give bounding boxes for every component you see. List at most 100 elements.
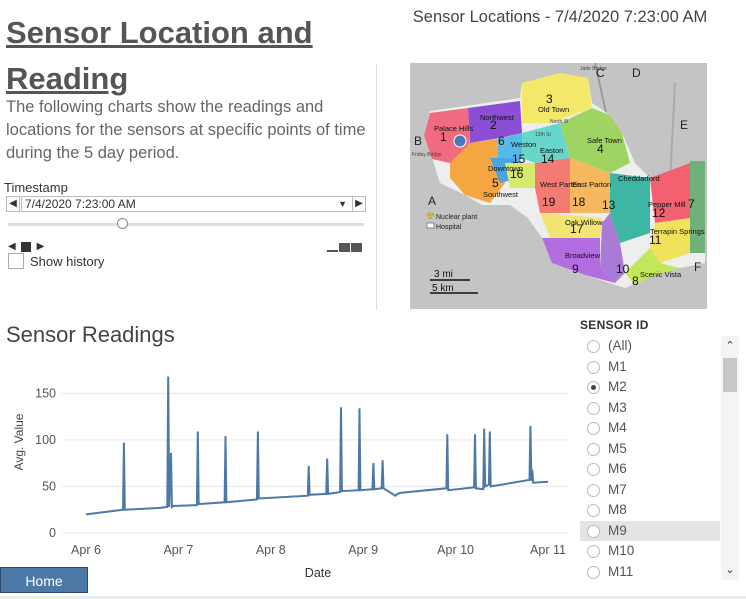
region-4-number: 4 xyxy=(597,142,604,156)
gate-e: E xyxy=(680,118,688,132)
hospital-label: Hospital xyxy=(436,224,462,231)
sensor-option-label: M1 xyxy=(608,358,627,374)
sensor-list-scrollbar[interactable]: ⌃ ⌄ xyxy=(721,336,739,580)
scrollbar-thumb[interactable] xyxy=(723,358,737,392)
region-12-number: 12 xyxy=(652,206,666,220)
home-button[interactable]: Home xyxy=(0,567,88,593)
timestamp-label: Timestamp xyxy=(4,180,68,195)
sensor-option[interactable]: (All) xyxy=(580,336,720,357)
scale-miles: 3 mi xyxy=(434,269,453,280)
sensor-option-label: M8 xyxy=(608,502,627,517)
radio-button[interactable] xyxy=(587,442,600,456)
region-east-parton[interactable] xyxy=(570,158,610,213)
region-broadview[interactable] xyxy=(542,238,615,283)
region-13-name: Cheddarford xyxy=(618,174,660,183)
sensor-filter-list: (All) M1 M2 M3 M4 M5 M6 M7 M8 M9 M10 M11 xyxy=(580,336,720,580)
region-northwest[interactable] xyxy=(468,101,522,143)
radio-button[interactable] xyxy=(587,483,600,497)
radio-button[interactable] xyxy=(587,504,600,517)
region-19-number: 19 xyxy=(542,195,556,209)
region-southton[interactable] xyxy=(505,163,535,188)
playback-controls: ◀ ▶ xyxy=(8,238,45,253)
region-scenic-vista[interactable] xyxy=(625,248,680,285)
speed-medium-icon[interactable] xyxy=(339,243,350,252)
step-forward-icon[interactable]: ▶ xyxy=(36,241,45,253)
x-tick-label: Apr 8 xyxy=(256,543,286,557)
next-timestamp-button[interactable]: ▶ xyxy=(352,196,366,212)
show-history-label: Show history xyxy=(30,254,105,269)
region-12-name: Pepper Mill xyxy=(648,200,686,209)
show-history-checkbox[interactable] xyxy=(8,253,24,269)
region-easton[interactable] xyxy=(522,123,570,163)
x-axis-ticks: Apr 6 Apr 7 Apr 8 Apr 9 Apr 10 Apr 11 xyxy=(71,543,566,557)
radio-button[interactable] xyxy=(587,463,600,476)
sensor-option[interactable]: M6 xyxy=(580,459,720,480)
sensor-option[interactable]: M9 xyxy=(580,520,720,541)
sensor-option-label: M3 xyxy=(608,399,627,415)
footer-divider xyxy=(0,596,746,599)
region-southwest[interactable] xyxy=(450,139,505,203)
region-weston[interactable] xyxy=(498,133,522,163)
nuclear-plant-label: Nuclear plant xyxy=(436,214,477,221)
y-tick-label: 150 xyxy=(35,386,56,400)
sensor-option[interactable]: M1 xyxy=(580,357,720,378)
region-16-number: 16 xyxy=(510,167,524,181)
region-wilson-forest[interactable] xyxy=(690,161,705,253)
region-chapparal[interactable] xyxy=(600,213,625,283)
radio-button[interactable] xyxy=(587,545,600,558)
radio-button[interactable] xyxy=(587,524,600,538)
sensor-option[interactable]: M5 xyxy=(580,439,720,460)
region-old-town[interactable] xyxy=(522,73,592,123)
x-tick-label: Apr 7 xyxy=(163,543,193,557)
sensor-option[interactable]: M11 xyxy=(580,562,720,581)
road-label-top: Jade Bridge xyxy=(580,66,607,72)
sensor-option[interactable]: M10 xyxy=(580,541,720,562)
sensor-option[interactable]: M3 xyxy=(580,398,720,419)
pause-icon[interactable] xyxy=(21,241,32,252)
sensor-option[interactable]: M2 xyxy=(580,377,720,398)
timestamp-value: 7/4/2020 7:23:00 AM xyxy=(25,197,136,211)
sensor-option[interactable]: M8 xyxy=(580,500,720,521)
timestamp-dropdown[interactable]: 7/4/2020 7:23:00 AM ▼ xyxy=(21,196,354,212)
radio-button[interactable] xyxy=(587,401,600,415)
road-line xyxy=(669,82,676,184)
region-cheddarford[interactable] xyxy=(610,173,650,243)
step-back-icon[interactable]: ◀ xyxy=(8,241,16,253)
gate-a: A xyxy=(428,194,436,208)
playback-speed-toggle[interactable] xyxy=(327,239,364,252)
hospital-icon xyxy=(426,222,435,229)
series-line[interactable] xyxy=(85,376,549,516)
radio-button[interactable] xyxy=(587,565,600,579)
sensor-option[interactable]: M7 xyxy=(580,480,720,501)
region-11-name: Terrapin Springs xyxy=(650,227,705,236)
sensor-option[interactable]: M4 xyxy=(580,418,720,439)
scroll-up-icon[interactable]: ⌃ xyxy=(725,340,735,352)
gate-f: F xyxy=(694,260,701,274)
timestamp-slider-track[interactable] xyxy=(8,223,364,226)
sensor-marker[interactable] xyxy=(453,134,467,148)
sensor-filter-title: SENSOR ID xyxy=(580,318,649,332)
y-axis-label: Avg. Value xyxy=(12,413,26,470)
timestamp-slider-handle[interactable] xyxy=(116,218,128,229)
scroll-down-icon[interactable]: ⌄ xyxy=(725,564,735,576)
radio-button[interactable] xyxy=(587,422,600,435)
radio-button[interactable] xyxy=(587,381,600,394)
region-palace-hills[interactable] xyxy=(424,108,470,163)
region-oak-willow[interactable] xyxy=(540,213,602,238)
x-tick-label: Apr 6 xyxy=(71,543,101,557)
region-safe-town[interactable] xyxy=(560,108,630,173)
radio-button[interactable] xyxy=(587,340,600,353)
region-pepper-mill[interactable] xyxy=(650,163,690,223)
region-terrapin-springs[interactable] xyxy=(650,218,690,263)
radio-button[interactable] xyxy=(587,360,600,374)
speed-slow-icon[interactable] xyxy=(327,243,338,252)
sensor-location-map[interactable]: 1 Palace Hills 2 Northwest 3 Old Town 4 … xyxy=(410,63,707,309)
chevron-down-icon: ▼ xyxy=(338,199,347,209)
region-west-parton[interactable] xyxy=(535,158,570,213)
previous-timestamp-button[interactable]: ◀ xyxy=(6,196,20,212)
speed-fast-icon[interactable] xyxy=(351,243,362,252)
nuclear-plant-icon: ☢ xyxy=(426,211,435,222)
region-17-number: 17 xyxy=(570,222,584,236)
sensor-option-label: M7 xyxy=(608,481,627,497)
